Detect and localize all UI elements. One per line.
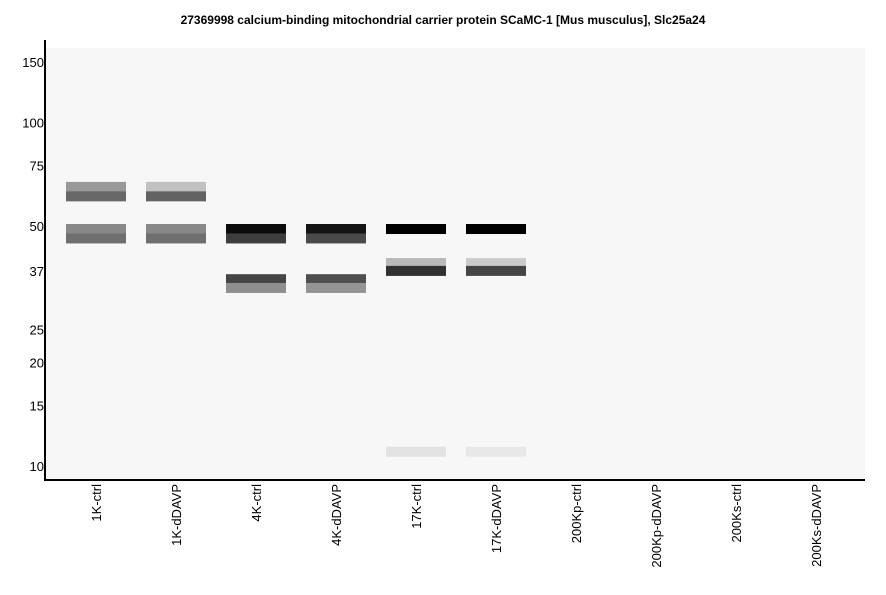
band	[146, 233, 206, 244]
band	[306, 274, 366, 285]
lane-label: 4K-dDAVP	[329, 484, 344, 546]
band	[146, 181, 206, 192]
y-tick-label: 50	[30, 219, 44, 234]
band	[226, 224, 286, 235]
lane-label: 1K-ctrl	[89, 484, 104, 522]
band	[146, 191, 206, 202]
lane-label: 200Ks-ctrl	[729, 484, 744, 543]
band	[66, 181, 126, 192]
band	[66, 233, 126, 244]
band	[466, 446, 526, 457]
band	[66, 191, 126, 202]
band	[466, 224, 526, 235]
band	[66, 224, 126, 235]
lane-label: 200Kp-ctrl	[569, 484, 584, 543]
band	[466, 258, 526, 269]
y-tick-label: 25	[30, 322, 44, 337]
band	[226, 274, 286, 285]
band	[386, 446, 446, 457]
y-tick-label: 20	[30, 356, 44, 371]
band	[386, 258, 446, 269]
y-tick-label: 75	[30, 159, 44, 174]
y-tick-label: 10	[30, 459, 44, 474]
band	[306, 224, 366, 235]
y-tick-label: 15	[30, 399, 44, 414]
y-tick-label: 150	[22, 55, 44, 70]
band	[466, 265, 526, 276]
band	[386, 224, 446, 235]
lane-label: 17K-dDAVP	[489, 484, 504, 553]
chart-title: 27369998 calcium-binding mitochondrial c…	[181, 13, 706, 27]
lane-label: 4K-ctrl	[249, 484, 264, 522]
lane-label: 200Ks-dDAVP	[809, 484, 824, 567]
y-tick-label: 100	[22, 116, 44, 131]
band	[306, 233, 366, 244]
band	[306, 282, 366, 293]
band	[226, 233, 286, 244]
lane-label: 1K-dDAVP	[169, 484, 184, 546]
lane-label: 17K-ctrl	[409, 484, 424, 529]
y-ticks: 25015010075503725201510	[22, 55, 44, 474]
y-tick-label: 37	[30, 264, 44, 279]
band	[146, 224, 206, 235]
lane-label: 200Kp-dDAVP	[649, 484, 664, 568]
band	[226, 282, 286, 293]
plot-area	[45, 48, 865, 480]
band	[386, 265, 446, 276]
bands-layer	[66, 181, 526, 457]
lane-labels: 1K-ctrl 1K-dDAVP 4K-ctrl 4K-dDAVP 17K-ctrl 17…	[89, 484, 824, 568]
